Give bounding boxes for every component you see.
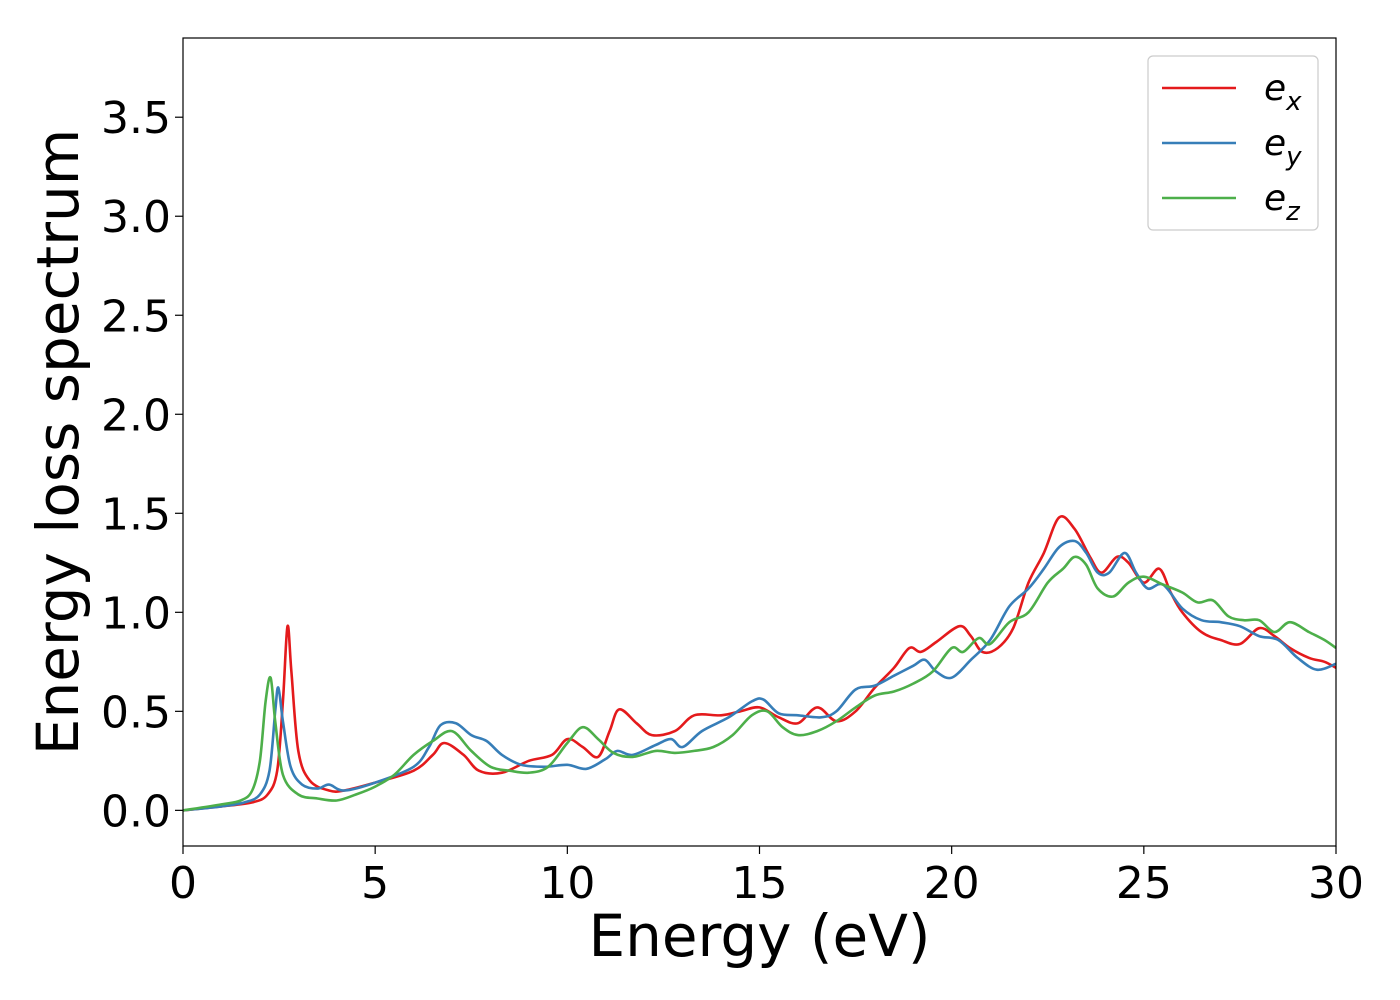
legend-label-x: ex bbox=[1264, 68, 1302, 117]
series-line-y bbox=[183, 539, 1336, 812]
x-tick-label: 15 bbox=[732, 858, 788, 909]
legend-label-z: ez bbox=[1264, 178, 1301, 227]
y-tick-label: 1.5 bbox=[101, 489, 171, 540]
y-tick-label: 3.0 bbox=[101, 192, 171, 243]
series-line-x bbox=[183, 515, 1336, 812]
legend: ex ey ez bbox=[1147, 55, 1319, 231]
y-tick-label: 3.5 bbox=[101, 93, 171, 144]
x-tick-label: 5 bbox=[361, 858, 389, 909]
y-tick-label: 0.0 bbox=[101, 786, 171, 837]
x-tick-label: 10 bbox=[539, 858, 595, 909]
legend-label-y: ey bbox=[1264, 123, 1302, 172]
x-tick-label: 20 bbox=[924, 858, 980, 909]
y-tick-label: 2.5 bbox=[101, 291, 171, 342]
x-tick-label: 30 bbox=[1308, 858, 1364, 909]
x-axis-title: Energy (eV) bbox=[588, 902, 930, 970]
series-line-z bbox=[183, 555, 1336, 812]
y-tick-label: 1.0 bbox=[101, 588, 171, 639]
x-tick-label: 0 bbox=[169, 858, 197, 909]
y-tick-label: 0.5 bbox=[101, 687, 171, 738]
series-layer bbox=[183, 515, 1336, 812]
x-axis: 0 5 10 15 20 25 30 bbox=[169, 846, 1364, 909]
y-tick-label: 2.0 bbox=[101, 390, 171, 441]
y-axis-title: Energy loss spectrum bbox=[24, 129, 92, 755]
x-tick-label: 25 bbox=[1116, 858, 1172, 909]
y-axis: 0.0 0.5 1.0 1.5 2.0 2.5 3.0 3.5 bbox=[101, 93, 183, 837]
